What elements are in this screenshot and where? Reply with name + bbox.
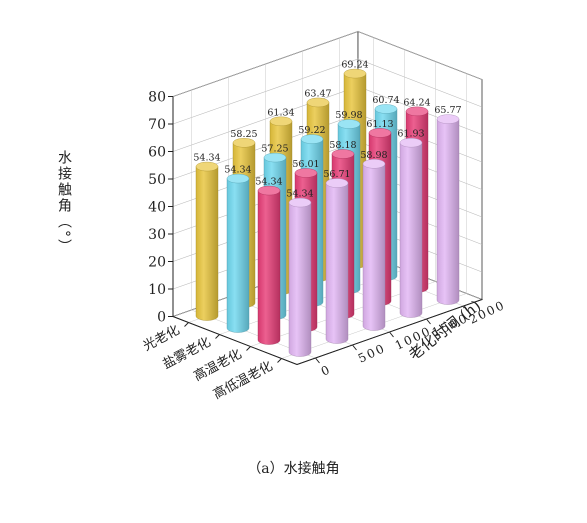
- cylinder-top: [399, 137, 423, 148]
- time-tick: [426, 318, 431, 325]
- cylinders: 54.34 58.25 61.34 63.47 69.24 54.34 57.25 59.22…: [193, 60, 462, 357]
- z-tick-label: 80: [148, 90, 166, 106]
- data-label: 61.13: [366, 119, 393, 130]
- cylinder-top: [343, 68, 367, 79]
- z-tick-label: 50: [148, 172, 166, 188]
- data-label: 58.18: [329, 140, 356, 151]
- cylinder-bar: 56.71: [323, 169, 351, 344]
- cylinder-top: [288, 197, 312, 208]
- z-tick-label: 10: [148, 282, 166, 298]
- gridline-z: [172, 58, 483, 125]
- cylinder-top: [331, 149, 355, 159]
- time-tick: [315, 357, 320, 364]
- cylinder-body: [325, 182, 349, 344]
- gridline-z: [172, 31, 483, 97]
- y-axis-title: 水接触角（°）: [56, 150, 72, 255]
- data-label: 54.34: [255, 177, 282, 188]
- data-label: 54.34: [224, 165, 251, 176]
- data-label: 59.98: [335, 110, 362, 121]
- data-label: 59.22: [298, 125, 325, 136]
- cylinder-top: [436, 114, 460, 124]
- z-tick-label: 30: [148, 227, 166, 243]
- figure-caption: （a）水接触角: [247, 461, 340, 477]
- cylinder-bar: 54.34: [255, 177, 283, 345]
- z-tick-label: 60: [148, 145, 166, 161]
- z-axis: 0 10 20 30 40 50 60 70 80: [148, 90, 174, 326]
- cylinder-body: [195, 166, 219, 321]
- data-label: 56.01: [292, 159, 319, 170]
- cylinder-top: [368, 128, 392, 138]
- data-label: 60.74: [372, 95, 399, 106]
- cylinder-bar: 65.77: [434, 105, 462, 305]
- z-tick-label: 20: [148, 255, 166, 271]
- data-label: 58.25: [230, 129, 257, 140]
- data-label: 61.34: [267, 107, 294, 118]
- cylinder-top: [300, 134, 324, 144]
- cylinder-top: [362, 159, 386, 169]
- data-label: 63.47: [304, 88, 331, 99]
- data-label: 58.98: [360, 150, 387, 161]
- data-label: 61.93: [397, 129, 424, 140]
- data-label: 54.34: [286, 189, 313, 200]
- cylinder-bar: 61.93: [397, 129, 425, 318]
- cylinder-top: [294, 168, 318, 178]
- cylinder-top: [232, 138, 256, 148]
- time-tick: [463, 305, 468, 312]
- cylinder-bar: 54.34: [224, 165, 252, 333]
- series-tick: [184, 322, 189, 327]
- z-tick-label: 40: [148, 200, 166, 216]
- cylinder-top: [195, 161, 219, 172]
- series-tick: [277, 358, 282, 363]
- z-tick-label: 70: [148, 117, 166, 133]
- time-tick-label: 0: [319, 362, 334, 379]
- cylinder-top: [374, 104, 398, 114]
- series-tick-label: 光老化: [141, 323, 182, 355]
- cylinder-top: [269, 116, 293, 127]
- data-label: 64.24: [403, 97, 430, 108]
- series-tick: [215, 334, 220, 339]
- data-label: 54.34: [193, 153, 220, 164]
- series-axis-line: [172, 316, 298, 365]
- cylinder-top: [263, 152, 287, 163]
- series-tick: [246, 346, 251, 351]
- cylinder-top: [325, 178, 349, 188]
- cylinder-body: [399, 142, 423, 318]
- cylinder-top: [405, 106, 429, 117]
- cylinder-top: [337, 119, 361, 129]
- cylinder-body: [436, 118, 460, 305]
- data-label: 56.71: [323, 169, 350, 180]
- cylinder-bar: 54.34: [193, 153, 221, 321]
- time-tick: [352, 344, 357, 351]
- cylinder-bar: 58.98: [360, 150, 388, 331]
- cylinder-body: [226, 178, 250, 333]
- cylinder-top: [306, 97, 330, 108]
- time-tick: [389, 331, 394, 338]
- z-tick-label: 0: [157, 310, 166, 326]
- data-label: 57.25: [261, 144, 288, 155]
- data-label: 65.77: [434, 105, 461, 116]
- cylinder-body: [288, 202, 312, 357]
- data-label: 69.24: [341, 60, 368, 71]
- cylinder-body: [257, 190, 281, 345]
- cylinder-body: [362, 163, 386, 331]
- cylinder-top: [226, 173, 250, 184]
- time-tick-label: 500: [356, 341, 388, 366]
- cylinder-bar: 54.34: [286, 189, 314, 357]
- cylinder-top: [257, 185, 281, 196]
